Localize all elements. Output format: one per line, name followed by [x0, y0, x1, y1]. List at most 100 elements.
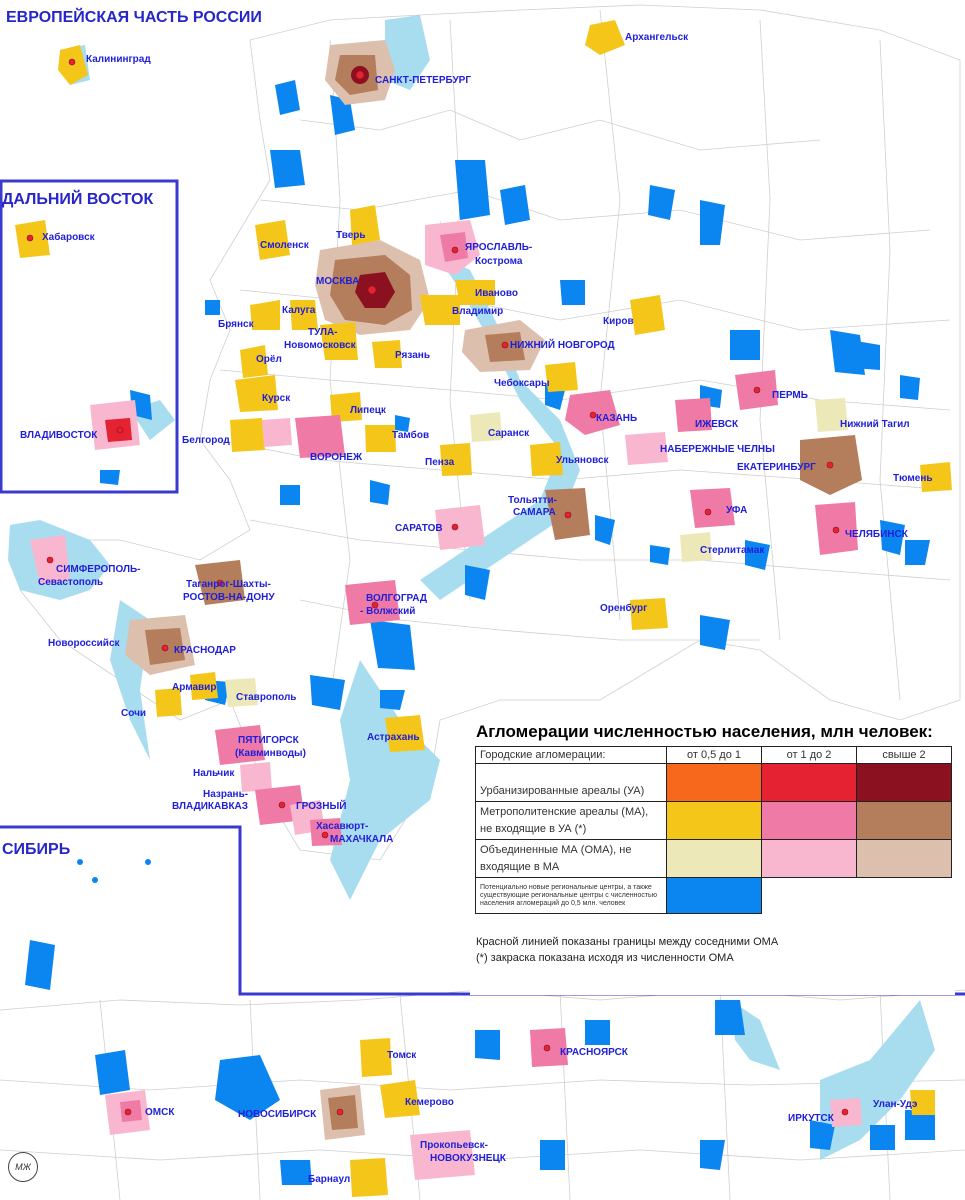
- legend-label-new: Потенциально новые региональные центры, …: [475, 877, 667, 914]
- title-europe: ЕВРОПЕЙСКАЯ ЧАСТЬ РОССИИ: [6, 7, 262, 26]
- swatch-oma-big: [856, 839, 952, 878]
- label-kostroma: Кострома: [475, 256, 523, 267]
- legend-label-ua: Урбанизированные ареалы (УА): [475, 763, 667, 802]
- label-volgograd: ВОЛГОГРАД: [366, 593, 427, 604]
- label-kazan: КАЗАНЬ: [596, 413, 637, 424]
- label-khasavyurt: Хасавюрт-: [316, 821, 368, 832]
- label-nazran: Назрань-: [203, 789, 248, 800]
- label-novorossiysk: Новороссийск: [48, 638, 121, 649]
- title-siberia: СИБИРЬ: [2, 841, 70, 858]
- label-ntagil: Нижний Тагил: [840, 419, 910, 430]
- label-krasnoyarsk: КРАСНОЯРСК: [560, 1047, 629, 1058]
- label-tula: ТУЛА-: [308, 327, 338, 338]
- label-armavir: Армавир: [172, 682, 216, 693]
- label-tyumen: Тюмень: [893, 473, 933, 484]
- far-east-inset-frame: [0, 179, 179, 494]
- label-perm: ПЕРМЬ: [772, 390, 808, 401]
- label-vladivostok: ВЛАДИВОСТОК: [20, 430, 98, 441]
- legend: Агломерации численностью населения, млн …: [470, 720, 955, 995]
- title-far-east: ДАЛЬНИЙ ВОСТОК: [2, 189, 153, 208]
- legend-label-ma: Метрополитенские ареалы (МА), не входящи…: [475, 801, 667, 840]
- city-center-dots: [26, 58, 849, 1116]
- label-cheboksary: Чебоксары: [494, 377, 550, 389]
- new-regional-centers: [25, 80, 935, 1185]
- label-vladikavkaz: ВЛАДИКАВКАЗ: [172, 801, 248, 812]
- label-taganrog: Таганрог-Шахты-: [186, 579, 271, 590]
- agglomeration-areas: [15, 20, 952, 1197]
- label-novomoskovsk: Новомосковск: [284, 340, 357, 351]
- label-khabarovsk: Хабаровск: [42, 231, 96, 243]
- swatch-oma-small: [666, 839, 762, 878]
- label-yaroslavl: ЯРОСЛАВЛЬ-: [465, 242, 532, 253]
- label-omsk: ОМСК: [145, 1107, 175, 1118]
- label-lipetsk: Липецк: [350, 405, 387, 416]
- swatch-ma-small: [666, 801, 762, 840]
- label-tomsk: Томск: [387, 1050, 417, 1061]
- label-arkhangelsk: Архангельск: [625, 32, 689, 43]
- label-sevastopol: Севастополь: [38, 577, 103, 588]
- label-nalchik: Нальчик: [193, 768, 235, 779]
- label-irkutsk: ИРКУТСК: [788, 1113, 835, 1124]
- label-kirov: Киров: [603, 316, 634, 327]
- legend-row-ma: Метрополитенские ареалы (МА), не входящи…: [475, 801, 952, 840]
- label-nchelny: НАБЕРЕЖНЫЕ ЧЕЛНЫ: [660, 444, 775, 455]
- label-ryazan: Рязань: [395, 350, 430, 361]
- label-makhachkala: МАХАЧКАЛА: [330, 834, 393, 845]
- label-smolensk: Смоленск: [260, 240, 310, 251]
- legend-empty-cell: [762, 878, 857, 914]
- label-saratov: САРАТОВ: [395, 523, 443, 534]
- legend-label-oma: Объединенные МА (ОМА), не входящие в МА: [475, 839, 667, 878]
- swatch-ma-mid: [761, 801, 857, 840]
- label-spb: САНКТ-ПЕТЕРБУРГ: [375, 75, 471, 86]
- label-belgorod: Белгород: [182, 435, 230, 446]
- label-penza: Пенза: [425, 457, 455, 468]
- label-samara: САМАРА: [513, 507, 556, 518]
- label-tambov: Тамбов: [392, 429, 429, 441]
- swatch-ma-big: [856, 801, 952, 840]
- label-novokuznetsk: НОВОКУЗНЕЦК: [430, 1153, 507, 1164]
- label-orenburg: Оренбург: [600, 602, 647, 614]
- label-rostov: РОСТОВ-НА-ДОНУ: [183, 592, 275, 603]
- legend-table: Городские агломерации: от 0,5 до 1 от 1 …: [475, 746, 952, 914]
- label-tver: Тверь: [336, 230, 366, 241]
- label-chelyabinsk: ЧЕЛЯБИНСК: [845, 529, 909, 540]
- label-ufa: УФА: [726, 505, 747, 516]
- label-sterlitamak: Стерлитамак: [700, 545, 765, 556]
- swatch-oma-mid: [761, 839, 857, 878]
- legend-row-ua: Урбанизированные ареалы (УА): [475, 763, 952, 802]
- legend-header-big: свыше 2: [856, 746, 952, 764]
- swatch-ua-big: [856, 763, 952, 802]
- label-orel: Орёл: [256, 354, 282, 365]
- legend-row-oma: Объединенные МА (ОМА), не входящие в МА: [475, 839, 952, 878]
- legend-header-row: Городские агломерации: от 0,5 до 1 от 1 …: [475, 746, 952, 764]
- label-grozny: ГРОЗНЫЙ: [296, 799, 346, 812]
- legend-title: Агломерации численностью населения, млн …: [476, 722, 933, 741]
- label-barnaul: Барнаул: [308, 1174, 350, 1185]
- label-ulyanovsk: Ульяновск: [556, 455, 610, 466]
- legend-note-red-line: Красной линией показаны границы между со…: [476, 936, 779, 948]
- label-nnovgorod: НИЖНИЙ НОВГОРОД: [510, 338, 615, 351]
- legend-note-asterisk: (*) закраска показана исходя из численно…: [476, 952, 734, 964]
- label-izhevsk: ИЖЕВСК: [695, 419, 739, 430]
- label-sochi: Сочи: [121, 708, 146, 719]
- label-simferopol: СИМФЕРОПОЛЬ-: [56, 564, 141, 575]
- label-ivanovo: Иваново: [475, 288, 518, 299]
- label-bryansk: Брянск: [218, 319, 255, 330]
- label-kavminvody: (Кавминводы): [235, 748, 306, 759]
- label-voronezh: ВОРОНЕЖ: [310, 452, 363, 463]
- swatch-ua-mid: [761, 763, 857, 802]
- legend-header-mid: от 1 до 2: [761, 746, 857, 764]
- legend-empty-cell: [857, 878, 952, 914]
- swatch-ua-small: [666, 763, 762, 802]
- city-labels: Калининград Архангельск САНКТ-ПЕТЕРБУРГ …: [20, 32, 933, 1185]
- label-tolyatti: Тольятти-: [508, 495, 557, 506]
- label-moscow: МОСКВА: [316, 276, 359, 287]
- swatch-new-center: [666, 877, 762, 914]
- label-kemerovo: Кемерово: [405, 1097, 454, 1108]
- label-saransk: Саранск: [488, 428, 530, 439]
- label-kursk: Курск: [262, 393, 291, 404]
- label-vladimir: Владимир: [452, 306, 503, 317]
- label-astrakhan: Астрахань: [367, 732, 420, 743]
- legend-header-small: от 0,5 до 1: [666, 746, 762, 764]
